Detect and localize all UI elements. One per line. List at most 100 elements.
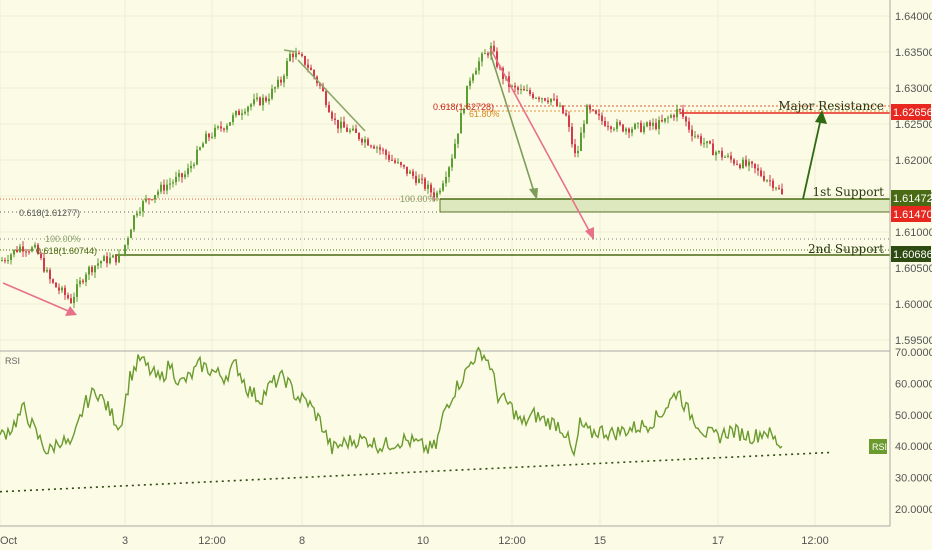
badge-first-support-text: 1.61472 — [893, 193, 932, 205]
candle-body — [685, 116, 687, 122]
time-tick-label: 12:00 — [498, 535, 526, 547]
arrow-second-pink-head — [585, 227, 594, 240]
candle-body — [4, 260, 6, 262]
candle-body — [181, 173, 183, 178]
fib-label-100-lower: 100.00% — [45, 234, 81, 244]
price-tick-label: 1.60000 — [895, 299, 932, 311]
candle-body — [109, 257, 111, 264]
candle-body — [742, 159, 744, 169]
badge-second-support-text: 1.60686 — [893, 249, 932, 261]
target-arrow-shaft — [802, 117, 822, 200]
candle-body — [385, 150, 387, 155]
candle-body — [727, 155, 729, 157]
candle-body — [148, 198, 150, 200]
candle-body — [565, 113, 567, 116]
candle-body — [730, 155, 732, 160]
candle-body — [118, 254, 120, 263]
candle-body — [334, 118, 336, 120]
candle-body — [361, 138, 363, 143]
candle-body — [772, 180, 774, 189]
fib-label-618-green: 0.618(1.60744) — [36, 246, 97, 256]
candle-body — [262, 97, 264, 106]
candle-body — [616, 122, 618, 129]
candle-body — [298, 53, 300, 55]
candle-body — [328, 105, 330, 113]
candle-body — [373, 146, 375, 149]
candle-body — [439, 190, 441, 193]
candle-body — [100, 261, 102, 264]
candle-body — [577, 150, 579, 154]
candle-body — [646, 122, 648, 127]
candle-body — [19, 246, 21, 252]
candle-body — [709, 141, 711, 144]
candle-body — [166, 184, 168, 191]
candle-body — [724, 156, 726, 158]
candle-body — [451, 158, 453, 168]
rsi-badge-text: RSI — [872, 442, 887, 452]
candle-body — [133, 215, 135, 230]
candle-body — [244, 111, 246, 114]
candle-body — [337, 119, 339, 129]
fib-label-100-upper: 100.00% — [400, 194, 436, 204]
candle-body — [253, 99, 255, 105]
arrow-second-green — [489, 51, 536, 196]
candle-body — [433, 192, 435, 198]
candle-body — [202, 143, 204, 148]
candle-body — [739, 164, 741, 169]
rsi-title: RSI — [5, 356, 20, 366]
arrow-down-left — [2, 282, 74, 314]
candle-body — [190, 165, 192, 169]
candle-body — [31, 247, 33, 252]
candle-body — [1, 260, 3, 262]
candle-body — [91, 267, 93, 273]
rsi-line — [0, 346, 783, 458]
time-tick-label: 3 — [122, 535, 128, 547]
badge-current-price — [891, 206, 931, 222]
candle-body — [622, 124, 624, 132]
candle-body — [37, 244, 39, 254]
candle-body — [259, 97, 261, 106]
candle-body — [160, 184, 162, 192]
candle-body — [571, 126, 573, 145]
candle-body — [382, 149, 384, 151]
major-resistance-label: Major Resistance — [778, 99, 884, 113]
candle-body — [271, 88, 273, 99]
candle-body — [322, 85, 324, 92]
fib-label-618-lower: 0.618(1.61277) — [19, 208, 80, 218]
candle-body — [535, 97, 537, 99]
candle-body — [325, 91, 327, 106]
candles — [1, 40, 783, 308]
candle-body — [172, 182, 174, 184]
price-tick-label: 1.59500 — [895, 335, 932, 347]
candle-body — [76, 284, 78, 297]
candle-body — [652, 122, 654, 126]
candle-body — [556, 98, 558, 106]
candle-body — [169, 183, 171, 185]
candle-body — [478, 61, 480, 71]
candle-body — [487, 53, 489, 56]
candle-body — [649, 122, 651, 126]
candle-body — [46, 269, 48, 272]
candle-body — [313, 70, 315, 77]
candle-body — [550, 98, 552, 103]
candle-body — [553, 98, 555, 100]
rsi-tick-label: 30.0000 — [895, 473, 932, 485]
first-support-zone — [439, 198, 891, 213]
candle-body — [484, 53, 486, 55]
candle-body — [400, 162, 402, 165]
candle-body — [445, 177, 447, 184]
candle-body — [586, 105, 588, 124]
candle-body — [343, 121, 345, 128]
candle-body — [475, 70, 477, 75]
candle-body — [277, 79, 279, 88]
candle-body — [394, 160, 396, 163]
rsi-trendline — [0, 451, 831, 493]
candle-body — [49, 269, 51, 280]
rsi-tick-label: 60.0000 — [895, 378, 932, 390]
first-support-label: 1st Support — [812, 185, 884, 199]
candle-body — [655, 122, 657, 129]
candle-body — [103, 256, 105, 262]
candle-body — [430, 184, 432, 193]
candle-body — [130, 229, 132, 239]
candle-body — [721, 150, 723, 158]
